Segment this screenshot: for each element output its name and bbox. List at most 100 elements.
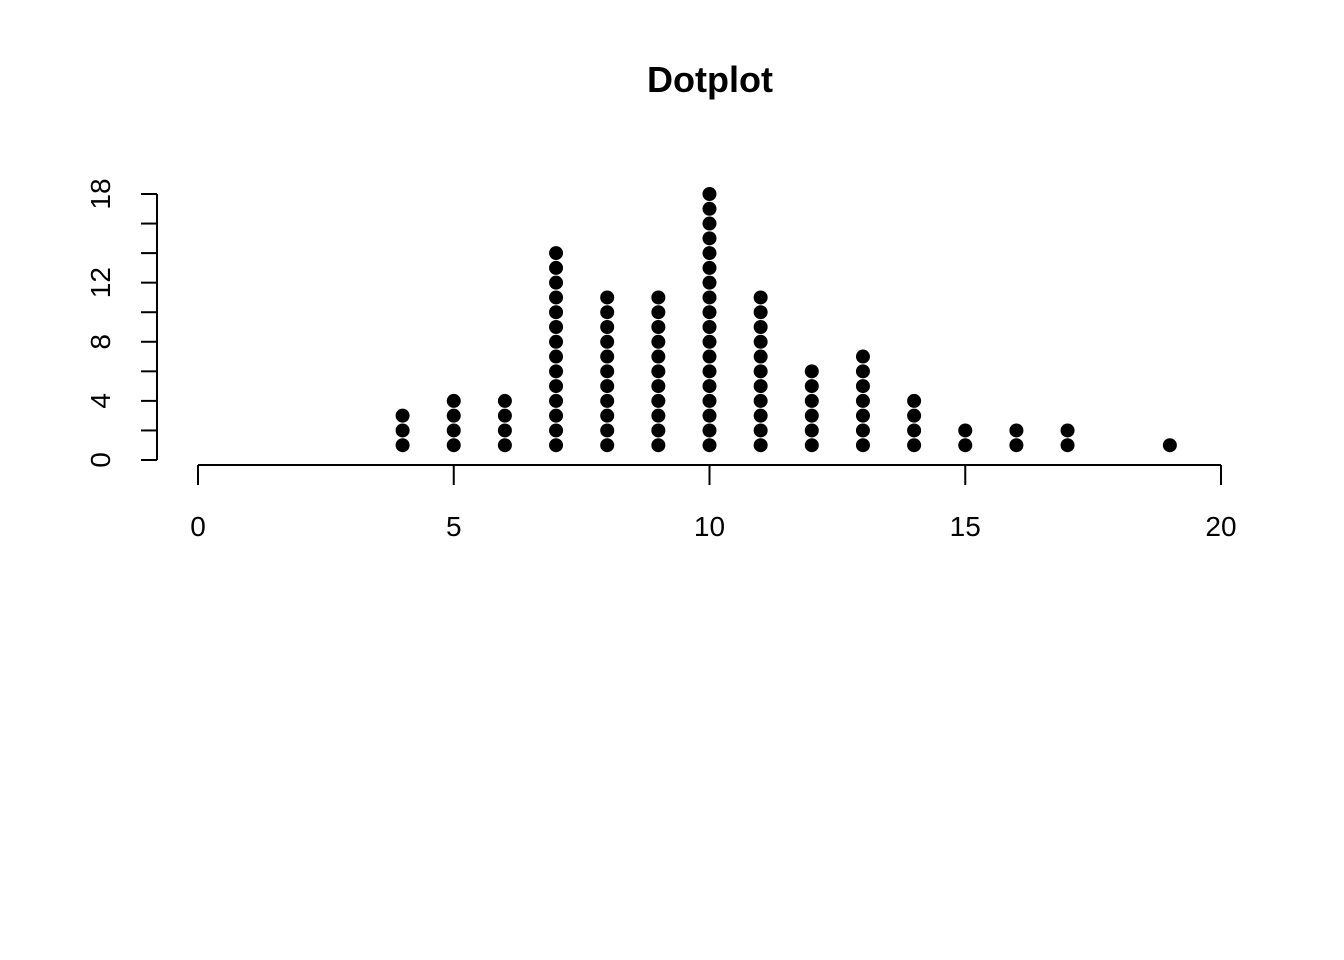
- dot-point: [1060, 438, 1075, 453]
- dot-point: [804, 393, 819, 408]
- dot-point: [804, 408, 819, 423]
- dot-point: [753, 408, 768, 423]
- dot-point: [804, 438, 819, 453]
- dot-point: [702, 231, 717, 246]
- dot-point: [549, 320, 564, 334]
- dot-point: [702, 275, 717, 290]
- dot-point: [497, 438, 512, 453]
- dot-series: [395, 187, 1177, 453]
- y-tick-label: 12: [85, 267, 116, 298]
- y-axis: 0 4 8 12 18: [85, 178, 158, 468]
- dot-point: [1009, 438, 1024, 453]
- dot-point: [600, 290, 615, 305]
- dot-point: [702, 290, 717, 305]
- dot-point: [753, 364, 768, 379]
- dot-point: [549, 260, 564, 275]
- dot-point: [549, 290, 564, 305]
- dot-point: [446, 408, 461, 423]
- dot-point: [549, 334, 564, 349]
- dot-point: [702, 408, 717, 423]
- dot-point: [549, 364, 564, 379]
- dot-point: [446, 393, 461, 408]
- dot-point: [753, 379, 768, 394]
- dot-point: [549, 305, 564, 320]
- dot-point: [446, 438, 461, 453]
- dot-point: [1009, 423, 1024, 438]
- dot-point: [702, 334, 717, 349]
- dot-point: [855, 423, 870, 438]
- dot-point: [702, 364, 717, 379]
- y-tick-label: 0: [85, 452, 116, 468]
- dot-point: [907, 408, 922, 423]
- dot-point: [600, 334, 615, 349]
- dot-point: [855, 364, 870, 379]
- dot-point: [549, 393, 564, 408]
- dot-point: [446, 423, 461, 438]
- dot-point: [549, 275, 564, 290]
- dot-point: [855, 438, 870, 453]
- dot-point: [753, 320, 768, 334]
- x-tick-label: 15: [950, 511, 981, 542]
- dot-point: [600, 393, 615, 408]
- dot-point: [753, 349, 768, 364]
- dot-point: [651, 438, 666, 453]
- dot-point: [804, 423, 819, 438]
- dot-point: [907, 438, 922, 453]
- dot-point: [549, 408, 564, 423]
- dot-point: [497, 393, 512, 408]
- dot-point: [958, 438, 973, 453]
- dot-point: [702, 320, 717, 334]
- chart-title: Dotplot: [647, 59, 773, 100]
- dot-point: [1162, 438, 1177, 453]
- dot-point: [855, 393, 870, 408]
- dot-point: [497, 408, 512, 423]
- dot-point: [600, 379, 615, 394]
- dot-point: [395, 438, 410, 453]
- dot-point: [804, 379, 819, 394]
- dot-point: [651, 364, 666, 379]
- y-tick-label: 8: [85, 334, 116, 350]
- dot-point: [395, 423, 410, 438]
- dot-point: [1060, 423, 1075, 438]
- dot-point: [600, 423, 615, 438]
- dot-point: [804, 364, 819, 379]
- dot-point: [395, 408, 410, 423]
- dot-point: [651, 320, 666, 334]
- dot-point: [600, 320, 615, 334]
- dot-point: [855, 349, 870, 364]
- dot-point: [958, 423, 973, 438]
- dot-point: [855, 408, 870, 423]
- y-tick-label: 4: [85, 393, 116, 409]
- dot-point: [549, 438, 564, 453]
- dot-point: [549, 246, 564, 261]
- dot-point: [702, 393, 717, 408]
- dot-point: [651, 379, 666, 394]
- y-tick-label: 18: [85, 178, 116, 209]
- dot-point: [702, 187, 717, 201]
- dot-point: [753, 438, 768, 453]
- dot-point: [651, 408, 666, 423]
- dot-point: [753, 290, 768, 305]
- dot-point: [549, 379, 564, 394]
- dot-point: [702, 438, 717, 453]
- x-tick-label: 10: [694, 511, 725, 542]
- dot-point: [702, 201, 717, 216]
- x-tick-label: 5: [446, 511, 462, 542]
- dot-point: [651, 290, 666, 305]
- dot-point: [549, 423, 564, 438]
- dot-point: [651, 393, 666, 408]
- dot-point: [549, 349, 564, 364]
- dot-point: [702, 423, 717, 438]
- x-axis: 0 5 10 15 20: [190, 464, 1237, 542]
- dot-point: [753, 423, 768, 438]
- dot-point: [907, 393, 922, 408]
- dot-point: [702, 246, 717, 261]
- dot-point: [702, 216, 717, 231]
- x-tick-label: 0: [190, 511, 206, 542]
- dot-point: [651, 349, 666, 364]
- dot-point: [600, 438, 615, 453]
- x-tick-label: 20: [1205, 511, 1236, 542]
- dot-point: [600, 349, 615, 364]
- dot-point: [702, 305, 717, 320]
